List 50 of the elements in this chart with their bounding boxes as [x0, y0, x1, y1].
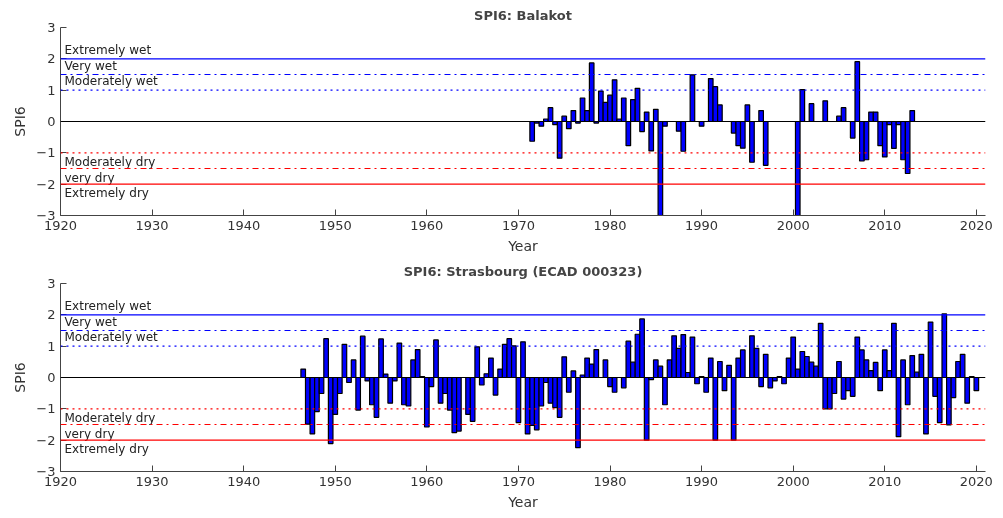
ref-line-label: Very wet [64, 58, 118, 73]
y-tick-label: 0 [47, 114, 56, 129]
x-tick-label: 2010 [868, 217, 902, 233]
ref-line-label: Extremely wet [64, 298, 152, 313]
y-tick-label: 1 [47, 338, 56, 354]
x-axis-title: Year [507, 493, 539, 510]
ref-line-label: very dry [64, 426, 115, 441]
ref-line-label: Very wet [64, 314, 118, 329]
ref-line-label: very dry [64, 170, 115, 185]
x-tick-label: 1960 [410, 217, 444, 233]
x-tick-label: 1960 [410, 473, 444, 489]
x-tick-label: 2000 [776, 217, 810, 233]
x-tick-label: 1950 [318, 473, 352, 489]
ref-line-label: Extremely dry [64, 186, 149, 201]
x-tick-label: 1940 [227, 473, 261, 489]
ref-line-label: Extremely dry [64, 442, 149, 457]
chart-title: SPI6: Strasbourg (ECAD 000323) [403, 263, 643, 279]
x-tick-label: 2020 [959, 473, 993, 489]
ref-line-label: Moderately dry [64, 154, 156, 169]
y-tick-label: 3 [47, 20, 56, 35]
x-tick-label: 1940 [227, 217, 261, 233]
x-tick-label: 1990 [685, 217, 719, 233]
x-tick-label: 1980 [593, 217, 627, 233]
y-tick-label: −2 [36, 432, 56, 448]
x-tick-label: 1970 [501, 473, 535, 489]
x-tick-label: 2000 [776, 473, 810, 489]
y-tick-label: 2 [47, 307, 56, 323]
y-tick-label: 1 [47, 82, 56, 98]
y-tick-label: −2 [36, 176, 56, 192]
y-tick-label: −1 [36, 145, 56, 161]
y-axis-title: SPI6 [12, 106, 29, 137]
y-tick-label: 0 [47, 370, 56, 385]
ref-line-label: Moderately wet [64, 330, 159, 345]
x-axis-title: Year [507, 237, 539, 254]
x-tick-label: 2010 [868, 473, 902, 489]
chart-title: SPI6: Balakot [474, 7, 572, 23]
y-tick-label: 2 [47, 51, 56, 67]
y-tick-label: −1 [36, 401, 56, 417]
ref-line-label: Moderately wet [64, 74, 159, 89]
x-tick-label: 1990 [685, 473, 719, 489]
x-tick-label: 1950 [318, 217, 352, 233]
x-tick-label: 2020 [959, 217, 993, 233]
y-axis-title: SPI6 [12, 362, 29, 393]
x-tick-label: 1970 [501, 217, 535, 233]
x-tick-label: 1980 [593, 473, 627, 489]
ref-line-label: Extremely wet [64, 42, 152, 57]
x-tick-label: 1930 [135, 473, 169, 489]
ref-line-label: Moderately dry [64, 410, 156, 425]
y-tick-label: 3 [47, 276, 56, 291]
x-tick-label: 1930 [135, 217, 169, 233]
